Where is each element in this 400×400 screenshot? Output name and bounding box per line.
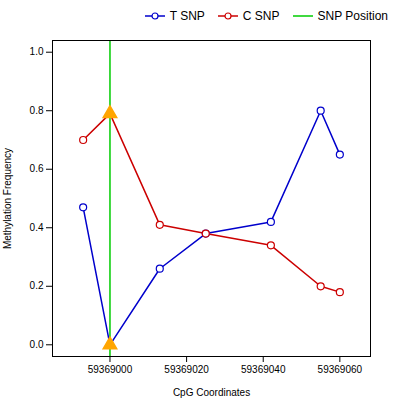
svg-text:0.4: 0.4 xyxy=(30,222,44,233)
svg-text:1.0: 1.0 xyxy=(30,46,44,57)
svg-text:Methylation Frequency: Methylation Frequency xyxy=(2,148,13,249)
svg-text:59369060: 59369060 xyxy=(318,364,363,375)
svg-text:0.8: 0.8 xyxy=(30,105,44,116)
svg-text:0.2: 0.2 xyxy=(30,280,44,291)
svg-text:59369040: 59369040 xyxy=(241,364,286,375)
svg-text:59369020: 59369020 xyxy=(164,364,209,375)
svg-text:59369000: 59369000 xyxy=(88,364,133,375)
svg-text:CpG Coordinates: CpG Coordinates xyxy=(173,387,250,398)
html-text:C SNP: C SNP xyxy=(242,9,280,23)
html-text:SNP Position: SNP Position xyxy=(317,9,388,23)
html-text:T SNP: T SNP xyxy=(169,9,205,23)
svg-text:0.0: 0.0 xyxy=(30,339,44,350)
svg-text:0.6: 0.6 xyxy=(30,163,44,174)
